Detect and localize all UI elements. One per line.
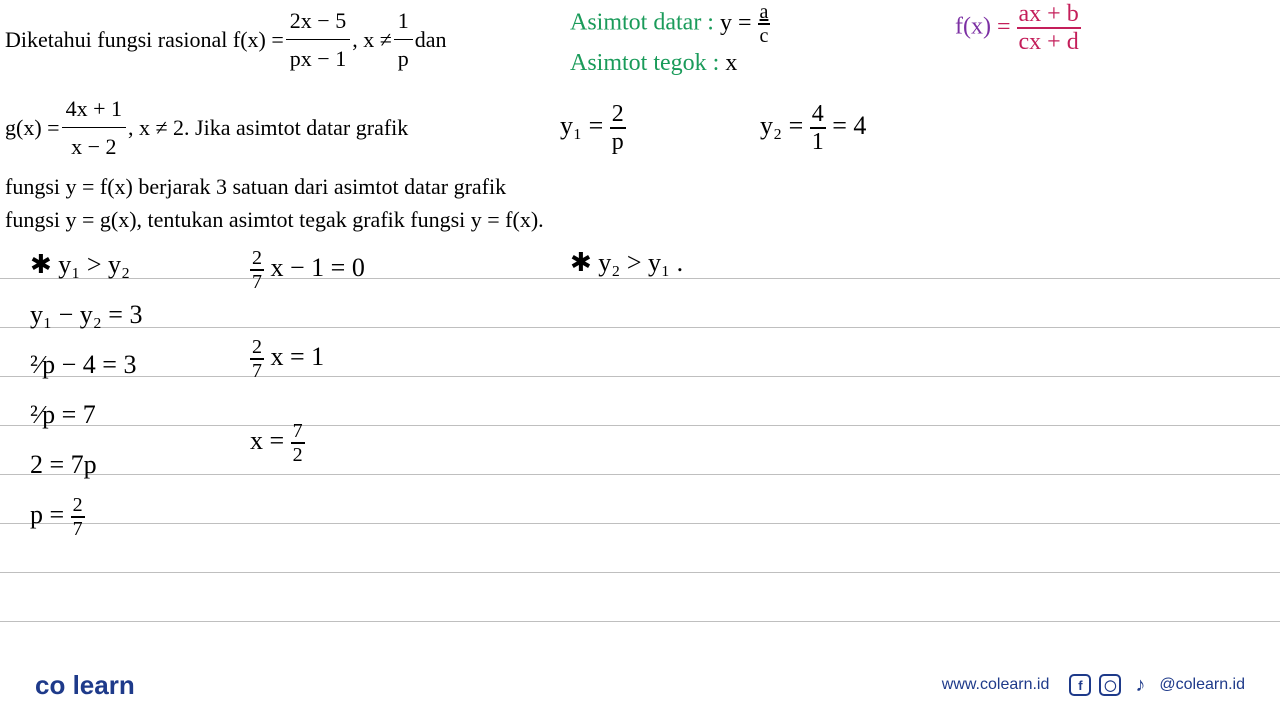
- problem-line1b: , x ≠: [352, 21, 392, 58]
- note-fx-formula: f(x) = ax + b cx + d: [955, 2, 1081, 54]
- problem-line2b: , x ≠ 2. Jika asimtot datar grafik: [128, 109, 408, 146]
- note-asimtot-datar: Asimtot datar : y = a c: [570, 2, 770, 46]
- problem-line1c: dan: [415, 21, 447, 58]
- ruled-paper: [0, 230, 1280, 622]
- instagram-icon: ◯: [1099, 674, 1121, 696]
- social-handle: @colearn.id: [1159, 676, 1245, 694]
- problem-line2a: g(x) =: [5, 109, 60, 146]
- problem-line1a: Diketahui fungsi rasional f(x) =: [5, 21, 284, 58]
- onep-fraction: 1 p: [394, 2, 413, 78]
- tiktok-icon: ♪: [1129, 674, 1151, 696]
- work-column-3: ✱ y₂ > y₁ .: [570, 248, 683, 278]
- problem-text: Diketahui fungsi rasional f(x) = 2x − 5 …: [5, 2, 555, 236]
- facebook-icon: f: [1069, 674, 1091, 696]
- footer: co learn www.colearn.id f ◯ ♪ @colearn.i…: [0, 665, 1280, 705]
- logo: co learn: [35, 670, 135, 701]
- problem-line3: fungsi y = f(x) berjarak 3 satuan dari a…: [5, 170, 555, 236]
- footer-url: www.colearn.id: [942, 676, 1050, 694]
- social-icons: f ◯ ♪ @colearn.id: [1069, 674, 1245, 696]
- work-column-2: 2 7 x − 1 = 0 2 7 x = 1 x = 7 2: [250, 248, 365, 465]
- g-fraction: 4x + 1 x − 2: [62, 90, 126, 166]
- note-asimtot-tegok: Asimtot tegok : x: [570, 50, 737, 77]
- y1-expression: y₁ = 2 p: [560, 102, 626, 154]
- y2-expression: y₂ = 4 1 = 4: [760, 102, 866, 154]
- work-column-1: ✱ y₁ > y₂ y₁ − y₂ = 3 ²∕p − 4 = 3 ²∕p = …: [30, 240, 142, 540]
- f-fraction: 2x − 5 px − 1: [286, 2, 350, 78]
